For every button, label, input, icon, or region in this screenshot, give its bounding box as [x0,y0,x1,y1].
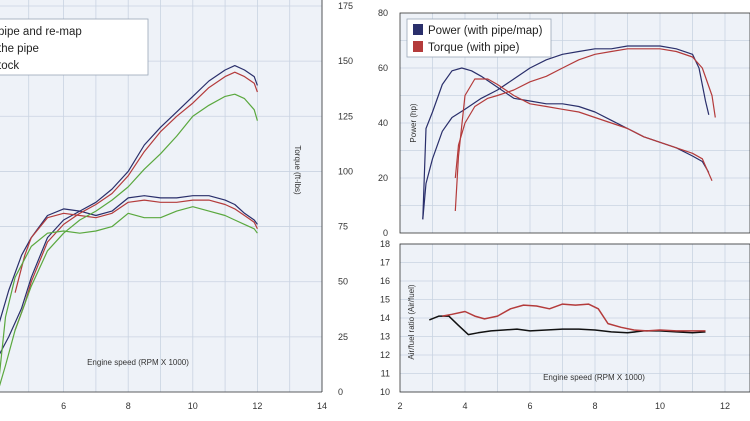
y-tick-label: 16 [380,276,390,286]
series-line-torque-5 [0,206,258,376]
x-tick-label: 6 [527,401,532,411]
legend-swatch [413,41,423,52]
legend: pipe and re-map the pipe tock [0,18,149,76]
power-chart-panel: 0 20 40 60 80 Power (hp) Power (with pipe/map)… [378,8,750,238]
plot-border [399,243,750,393]
y-tick-label: 100 [338,166,353,176]
y-axis-label: Air/fuel ratio (Air/fuel) [407,284,416,359]
series-line-torque-2 [454,78,713,212]
legend-label: Power (with pipe/map) [428,25,543,37]
legend-label: pipe and re-map [0,26,82,38]
y-tick-label: 75 [338,222,348,232]
legend-swatch [413,24,423,35]
y-tick-label: 125 [338,111,353,121]
y-tick-label: 40 [378,118,388,128]
y-tick-label: 50 [338,277,348,287]
series-line-torque-3 [14,199,258,293]
x-tick-label: 8 [126,401,131,411]
y-tick-label: 80 [378,8,388,18]
x-tick-label: 12 [720,401,730,411]
legend-box [406,18,552,58]
y-tick-label: 17 [380,258,390,268]
y-tick-label: 0 [383,228,388,238]
y-tick-label: 11 [381,369,390,379]
plot-border [399,12,750,234]
y-axis-label: Power (hp) [409,103,418,142]
y-tick-label: 12 [380,350,390,360]
series-line-power-4 [0,93,258,387]
y-tick-label: 10 [380,387,390,397]
y-tick-label: 25 [338,332,348,342]
legend-label: Torque (with pipe) [428,42,520,54]
torque-chart-panel: 0 25 50 75 100 125 150 175 6 8 10 12 14 Engine speed … [0,0,353,411]
y-tick-label: 13 [380,332,390,342]
series-line-pipe-afr-1 [442,303,706,332]
x-tick-label: 4 [462,401,467,411]
y-tick-label: 150 [338,56,353,66]
x-tick-label: 12 [252,401,262,411]
legend-label: the pipe [0,43,39,55]
y-tick-label: 0 [338,387,343,397]
x-axis-label: Engine speed (RPM X 1000) [543,373,645,382]
series-line-power-0 [422,45,710,220]
x-axis-label: Engine speed (RPM X 1000) [87,358,189,367]
x-tick-label: 6 [61,401,66,411]
legend-box [0,18,149,76]
x-tick-label: 10 [655,401,665,411]
series-line-power-0 [0,64,258,355]
afr-chart-panel: 10 11 12 13 14 15 16 17 18 2 4 6 8 10 12 Engine speed (… [380,239,750,411]
y-tick-label: 18 [380,239,390,249]
y-tick-label: 20 [378,173,388,183]
y-tick-label: 15 [380,295,390,305]
series-line-power-2 [14,71,258,331]
series-line-power-3 [454,48,716,179]
x-tick-label: 10 [188,401,198,411]
x-tick-label: 14 [317,401,327,411]
y-tick-label: 14 [380,313,390,323]
legend-label: tock [0,60,19,72]
x-tick-label: 8 [592,401,597,411]
y-tick-label: 60 [378,63,388,73]
y-axis-label: Torque (ft-lbs) [293,145,302,195]
y-tick-label: 175 [338,1,353,11]
legend: Power (with pipe/map) Torque (with pipe) [406,18,552,58]
x-tick-label: 2 [397,401,402,411]
